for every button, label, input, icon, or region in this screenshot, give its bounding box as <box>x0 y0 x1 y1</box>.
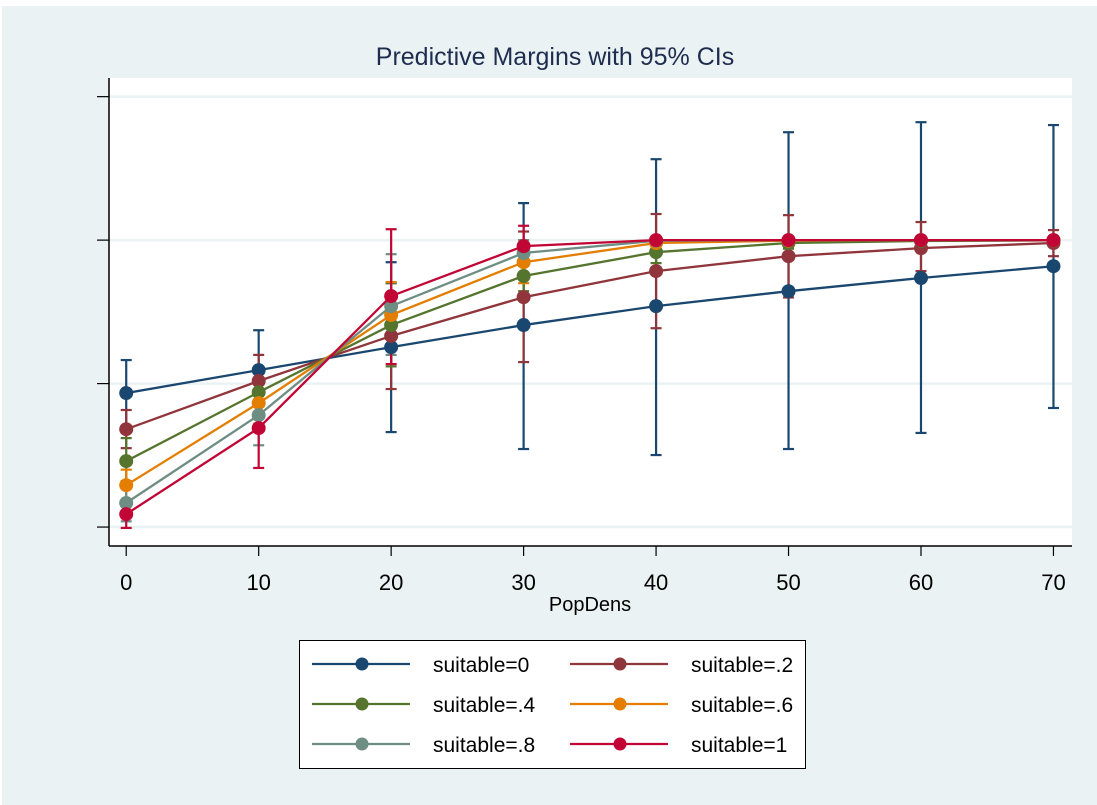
x-axis-title: PopDens <box>549 594 631 616</box>
data-point <box>516 239 531 254</box>
x-tick-label: 0 <box>120 570 132 595</box>
series-line-group <box>119 259 1061 401</box>
data-point <box>251 385 266 400</box>
legend-label: suitable=.2 <box>691 654 793 677</box>
legend-item: suitable=.4 <box>312 694 535 717</box>
x-tick-label: 50 <box>776 570 800 595</box>
data-point <box>251 408 266 423</box>
x-tick-label: 70 <box>1041 570 1065 595</box>
x-tick-label: 40 <box>644 570 668 595</box>
data-point <box>781 284 796 299</box>
legend-item: suitable=.2 <box>570 654 793 677</box>
series-line-group <box>119 235 1061 437</box>
data-point <box>649 299 664 314</box>
legend-marker <box>613 737 627 751</box>
data-point <box>781 233 796 248</box>
data-point <box>516 268 531 283</box>
data-point <box>119 507 134 522</box>
x-tick-label: 20 <box>379 570 403 595</box>
legend-item: suitable=.6 <box>570 694 793 717</box>
legend-marker <box>355 737 369 751</box>
data-point <box>913 270 928 285</box>
data-point <box>119 495 134 510</box>
plot-area <box>109 78 1072 546</box>
data-point <box>384 318 399 333</box>
series-line <box>125 241 1054 431</box>
legend-item: suitable=.8 <box>312 734 535 757</box>
data-point <box>119 478 134 493</box>
legend-marker <box>355 697 369 711</box>
data-point <box>516 318 531 333</box>
data-point <box>384 299 399 314</box>
data-point <box>1046 259 1061 274</box>
legend-label: suitable=1 <box>691 734 787 757</box>
data-point <box>384 340 399 355</box>
legend-marker <box>613 697 627 711</box>
data-point <box>251 421 266 436</box>
data-point <box>251 396 266 411</box>
data-point <box>384 328 399 343</box>
series-layer <box>119 121 1061 530</box>
legend-label: suitable=.6 <box>691 694 793 717</box>
data-point <box>251 374 266 389</box>
x-tick-label: 60 <box>909 570 933 595</box>
data-point <box>781 249 796 264</box>
x-tick-label: 30 <box>511 570 535 595</box>
data-point <box>119 386 134 401</box>
legend-label: suitable=0 <box>433 654 529 677</box>
data-point <box>516 290 531 305</box>
axes: 0 10 20 30 40 50 60 70 <box>97 78 1072 595</box>
data-point <box>913 233 928 248</box>
data-point <box>251 363 266 378</box>
x-tick-label: 10 <box>246 570 270 595</box>
series-line <box>125 238 1054 516</box>
data-point <box>1046 233 1061 248</box>
legend-item: suitable=1 <box>570 734 787 757</box>
data-point <box>649 233 664 248</box>
chart-title: Predictive Margins with 95% CIs <box>376 43 734 71</box>
legend-marker <box>355 657 369 671</box>
data-point <box>119 454 134 469</box>
legend-marker <box>613 657 627 671</box>
series-line-group <box>119 233 1061 522</box>
legend-item: suitable=0 <box>312 654 529 677</box>
data-point <box>384 289 399 304</box>
data-point <box>119 422 134 437</box>
legend-label: suitable=.8 <box>433 734 535 757</box>
legend-label: suitable=.4 <box>433 694 535 717</box>
series-line <box>126 265 1054 395</box>
legend: suitable=0 suitable=.2 suitable=.4 suitable… <box>299 640 806 769</box>
data-point <box>649 264 664 279</box>
